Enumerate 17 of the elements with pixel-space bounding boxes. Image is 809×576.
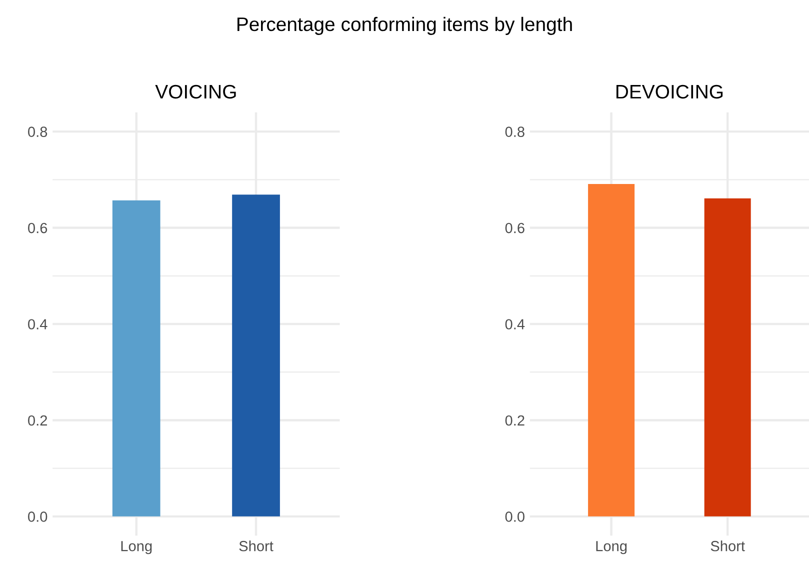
y-tick-label: 0.0 <box>28 512 48 522</box>
y-tick-label: 0.4 <box>28 319 48 330</box>
y-tick-label: 0.2 <box>28 415 47 426</box>
chart-title: DEVOICING <box>616 84 723 99</box>
y-tick-label: 0.0 <box>505 512 524 522</box>
x-tick-label: Short <box>710 540 745 552</box>
y-tick-label: 0.8 <box>505 126 524 137</box>
chart-title: VOICING <box>155 84 236 99</box>
y-tick-label: 0.2 <box>505 415 524 426</box>
text: Percentage conforming items by length <box>237 16 572 35</box>
y-tick-label: 0.6 <box>28 222 48 234</box>
y-tick-label: 0.4 <box>505 319 525 330</box>
x-tick-label: Long <box>596 541 627 554</box>
x-tick-label: Short <box>239 540 274 552</box>
y-tick-label: 0.8 <box>28 126 48 137</box>
x-tick-label: Long <box>121 541 152 554</box>
y-tick-label: 0.6 <box>505 222 524 234</box>
